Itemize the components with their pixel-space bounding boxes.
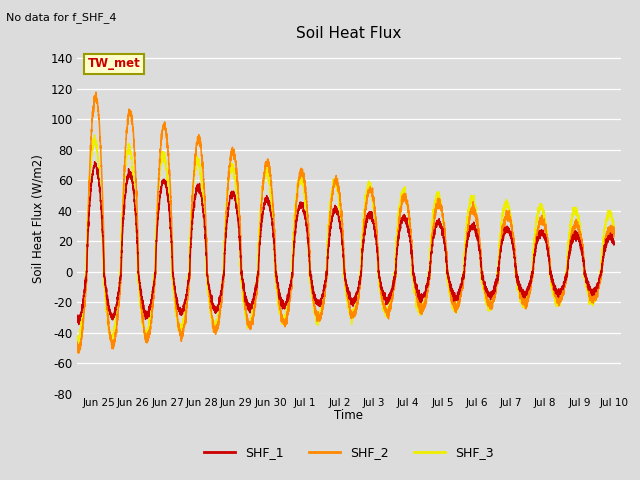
SHF_1 [513, 272, 520, 278]
SHF_3 [271, 269, 278, 275]
SHF_2 [513, 267, 520, 273]
X-axis label: Time: Time [334, 409, 364, 422]
SHF_1 [419, 296, 426, 302]
SHF_2 [271, 234, 278, 240]
SHF_2 [419, 305, 426, 311]
SHF_3 [91, 132, 99, 138]
Text: No data for f_SHF_4: No data for f_SHF_4 [6, 12, 117, 23]
SHF_1 [91, 159, 99, 165]
SHF_3 [74, 342, 81, 348]
SHF_2 [61, 104, 68, 109]
SHF_2 [390, 285, 398, 291]
SHF_2 [471, 213, 479, 218]
Line: SHF_1: SHF_1 [65, 162, 614, 324]
SHF_1 [390, 276, 398, 281]
SHF_2 [161, 125, 168, 131]
SHF_1 [75, 322, 83, 327]
Y-axis label: Soil Heat Flux (W/m2): Soil Heat Flux (W/m2) [32, 154, 45, 283]
SHF_3 [61, 165, 68, 170]
SHF_2 [92, 89, 100, 95]
SHF_1 [271, 252, 278, 258]
SHF_2 [610, 234, 618, 240]
SHF_3 [471, 202, 479, 207]
SHF_3 [390, 274, 398, 279]
SHF_2 [74, 350, 82, 356]
Text: TW_met: TW_met [88, 57, 140, 70]
SHF_1 [610, 241, 618, 247]
Line: SHF_3: SHF_3 [65, 135, 614, 345]
SHF_3 [610, 223, 618, 229]
Title: Soil Heat Flux: Soil Heat Flux [296, 25, 401, 41]
SHF_3 [513, 275, 520, 281]
SHF_3 [419, 309, 426, 315]
SHF_1 [471, 222, 479, 228]
SHF_1 [161, 178, 168, 184]
SHF_1 [61, 175, 68, 180]
Line: SHF_2: SHF_2 [65, 92, 614, 353]
SHF_3 [161, 154, 168, 159]
Legend: SHF_1, SHF_2, SHF_3: SHF_1, SHF_2, SHF_3 [199, 442, 499, 465]
